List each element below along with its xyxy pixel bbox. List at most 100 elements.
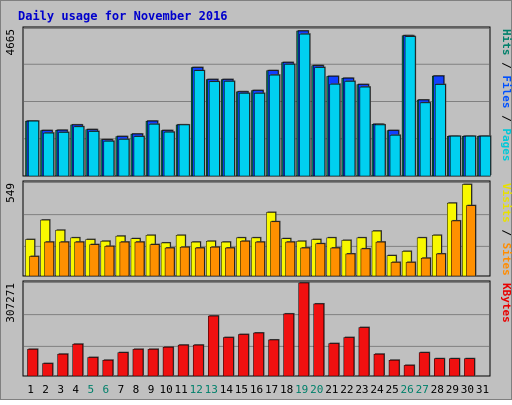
bar-pages-24 — [374, 124, 386, 177]
bar-kbytes-7 — [117, 352, 129, 377]
bar-kbytes-18 — [283, 313, 294, 377]
bar-pages-22 — [344, 81, 356, 177]
bar-sites-10 — [164, 247, 175, 277]
bar-sites-30 — [466, 205, 476, 277]
bar-sites-17 — [270, 221, 280, 277]
bar-kbytes-5 — [87, 357, 99, 377]
x-tick-label-11: 11 — [175, 383, 188, 396]
bar-kbytes-17 — [268, 339, 279, 377]
bar-pages-10 — [163, 131, 175, 177]
bar-pages-1 — [28, 120, 39, 177]
x-tick-label-31: 31 — [476, 383, 489, 396]
x-tick-label-4: 4 — [72, 383, 79, 396]
legend-part: / — [500, 56, 512, 76]
x-tick-label-28: 28 — [431, 383, 444, 396]
legend-part: Files — [500, 75, 512, 108]
bar-sites-14 — [225, 247, 235, 277]
bar-pages-2 — [43, 132, 54, 177]
panel-max-label: 549 — [4, 183, 17, 203]
panel-max-label: 4665 — [4, 29, 17, 56]
bar-kbytes-21 — [328, 343, 340, 377]
bar-sites-6 — [104, 246, 115, 277]
panel-inner-shadow — [24, 182, 489, 183]
bar-kbytes-26 — [403, 365, 415, 377]
bar-kbytes-6 — [102, 360, 114, 377]
bar-sites-12 — [194, 247, 205, 277]
bar-sites-24 — [375, 241, 386, 277]
bar-kbytes-1 — [27, 349, 38, 377]
bar-sites-1 — [29, 256, 39, 277]
bar-sites-7 — [119, 241, 130, 277]
bar-pages-4 — [73, 126, 84, 177]
bar-kbytes-28 — [433, 358, 445, 377]
chart-title: Daily usage for November 2016 — [18, 9, 228, 23]
legend-part: KBytes — [500, 283, 512, 323]
x-tick-label-25: 25 — [385, 383, 398, 396]
x-tick-label-27: 27 — [416, 383, 429, 396]
panel-max-label: 307271 — [4, 283, 17, 323]
bar-kbytes-3 — [57, 353, 68, 377]
bar-sites-19 — [300, 247, 310, 277]
bar-sites-16 — [255, 241, 265, 277]
bar-pages-20 — [314, 67, 325, 177]
bar-sites-2 — [44, 241, 54, 277]
bar-kbytes-16 — [253, 332, 264, 377]
bar-kbytes-11 — [177, 344, 189, 377]
x-tick-label-14: 14 — [220, 383, 234, 396]
bar-kbytes-22 — [343, 337, 355, 377]
legend-part: Visits — [500, 183, 512, 223]
bar-sites-26 — [405, 262, 416, 277]
panel-inner-shadow — [24, 28, 489, 29]
bar-kbytes-4 — [72, 343, 83, 377]
bar-kbytes-9 — [147, 349, 159, 377]
bar-kbytes-15 — [238, 334, 249, 377]
bar-pages-14 — [224, 81, 235, 177]
x-tick-label-6: 6 — [103, 383, 110, 396]
bar-kbytes-13 — [208, 315, 219, 377]
bar-pages-3 — [58, 132, 69, 177]
bar-kbytes-20 — [313, 303, 324, 377]
x-tick-label-10: 10 — [159, 383, 172, 396]
x-tick-label-23: 23 — [355, 383, 368, 396]
bar-kbytes-25 — [388, 360, 400, 377]
x-tick-label-13: 13 — [205, 383, 218, 396]
x-tick-label-1: 1 — [27, 383, 34, 396]
bar-sites-4 — [74, 241, 84, 277]
bar-sites-5 — [89, 244, 100, 277]
bar-kbytes-23 — [358, 327, 370, 377]
bar-sites-21 — [330, 247, 341, 277]
bar-pages-28 — [434, 84, 446, 177]
x-tick-label-5: 5 — [87, 383, 94, 396]
x-tick-label-16: 16 — [250, 383, 263, 396]
bar-pages-5 — [88, 131, 100, 177]
bar-pages-27 — [419, 102, 431, 177]
bar-pages-25 — [389, 135, 401, 177]
x-tick-label-22: 22 — [340, 383, 353, 396]
bar-pages-7 — [118, 139, 130, 177]
bar-sites-13 — [210, 246, 220, 277]
x-tick-label-3: 3 — [57, 383, 64, 396]
bar-sites-8 — [134, 241, 145, 277]
x-tick-label-8: 8 — [133, 383, 140, 396]
bar-kbytes-12 — [192, 344, 204, 377]
x-tick-label-30: 30 — [461, 383, 474, 396]
x-tick-label-2: 2 — [42, 383, 49, 396]
panel-legend-label: KBytes — [500, 283, 512, 323]
panel-legend-label: Visits / Sites — [500, 183, 512, 276]
bar-sites-29 — [451, 220, 461, 277]
bar-sites-11 — [179, 246, 190, 277]
bar-pages-26 — [404, 36, 416, 177]
bar-pages-12 — [193, 70, 205, 177]
x-tick-label-21: 21 — [325, 383, 338, 396]
bar-kbytes-19 — [298, 282, 309, 377]
bar-pages-29 — [450, 136, 461, 177]
bar-sites-3 — [59, 241, 69, 277]
bar-kbytes-14 — [223, 337, 234, 377]
bar-kbytes-24 — [373, 353, 385, 377]
x-tick-label-15: 15 — [235, 383, 248, 396]
bar-pages-13 — [209, 81, 220, 177]
bar-pages-17 — [269, 74, 280, 177]
bar-kbytes-27 — [418, 352, 430, 377]
legend-part: / — [500, 109, 512, 129]
